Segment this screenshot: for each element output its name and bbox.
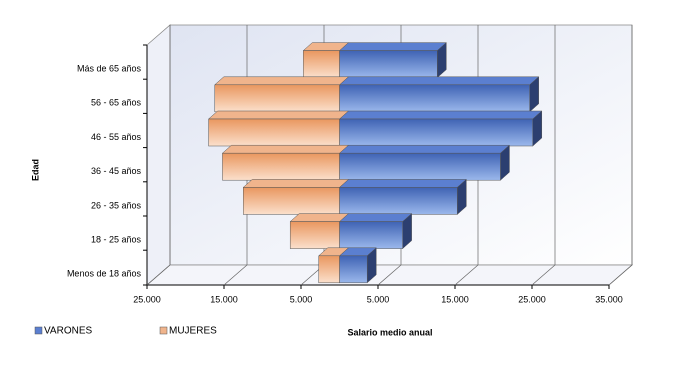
bar-top xyxy=(338,76,540,86)
bar-top xyxy=(338,144,511,154)
x-tick-label: 5.000 xyxy=(290,294,313,304)
grid-line xyxy=(146,264,171,286)
bar xyxy=(214,84,340,113)
legend-swatch xyxy=(34,326,43,335)
x-tick-label: 35.000 xyxy=(595,294,623,304)
bar-top xyxy=(207,110,350,120)
bar xyxy=(243,187,340,215)
x-axis-title: Salario medio anual xyxy=(347,327,432,337)
x-tick-label: 25.000 xyxy=(133,294,161,304)
bar-top xyxy=(289,213,350,222)
x-tick-label: 15.000 xyxy=(210,294,238,304)
x-tick-label: 25.000 xyxy=(518,294,546,304)
bar-top xyxy=(338,213,413,222)
y-tick-label: Más de 65 años xyxy=(77,63,142,73)
bar xyxy=(339,152,501,181)
grid-line xyxy=(608,264,633,286)
y-tick-label: 26 - 35 años xyxy=(91,200,142,210)
x-tick-label: 5.000 xyxy=(367,294,390,304)
legend-swatch xyxy=(159,326,168,335)
x-tick-label: 15.000 xyxy=(441,294,469,304)
y-tick-label: 18 - 25 años xyxy=(91,234,142,244)
bar xyxy=(339,255,368,284)
bar xyxy=(339,84,530,113)
legend-label: VARONES xyxy=(44,326,92,337)
bar xyxy=(318,255,340,284)
bar xyxy=(289,221,340,249)
bar xyxy=(208,118,340,147)
grid-line xyxy=(377,264,402,286)
grid-line xyxy=(454,264,479,286)
y-tick-label: Menos de 18 años xyxy=(67,269,142,279)
bar-top xyxy=(242,179,350,188)
bar-top xyxy=(214,76,350,86)
bar xyxy=(303,50,340,78)
bar xyxy=(222,152,340,181)
side-wall xyxy=(146,24,171,286)
grid-line xyxy=(531,264,556,286)
bar-top xyxy=(338,179,467,188)
y-tick-label: 56 - 65 años xyxy=(91,98,142,108)
bar xyxy=(339,118,534,147)
grid-line xyxy=(223,264,248,286)
y-tick-label: 46 - 55 años xyxy=(91,132,142,142)
y-tick-label: 36 - 45 años xyxy=(91,166,142,176)
y-axis-title: Edad xyxy=(30,159,40,181)
bar xyxy=(339,221,403,249)
bar-top xyxy=(338,42,447,51)
bar-top xyxy=(221,144,350,154)
legend-label: MUJERES xyxy=(169,326,217,337)
bar xyxy=(339,50,438,78)
bar xyxy=(339,187,458,215)
bar-top xyxy=(338,110,543,120)
